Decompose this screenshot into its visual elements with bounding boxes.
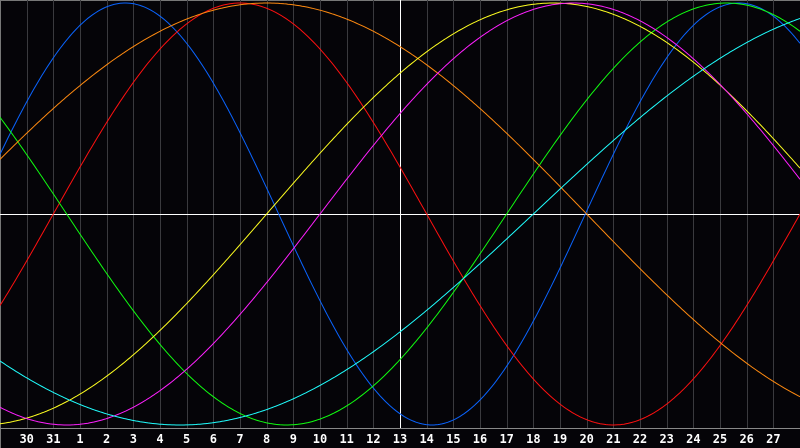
x-tick-label: 1 [76, 432, 83, 446]
series-line-5 [0, 2, 800, 425]
x-tick-label: 11 [339, 432, 353, 446]
x-tick-label: 7 [236, 432, 243, 446]
x-tick-label: 4 [156, 432, 163, 446]
x-tick-label: 27 [766, 432, 780, 446]
series-line-7 [0, 18, 800, 426]
x-tick-label: 17 [499, 432, 513, 446]
series-line-3 [0, 2, 800, 426]
x-tick-label: 16 [473, 432, 487, 446]
series-line-4 [0, 2, 800, 398]
x-tick-label: 15 [446, 432, 460, 446]
x-tick-label: 5 [183, 432, 190, 446]
x-tick-label: 24 [686, 432, 700, 446]
x-tick-label: 31 [46, 432, 60, 446]
x-tick-label: 13 [393, 432, 407, 446]
series-line-6 [0, 2, 800, 426]
x-tick-label: 25 [713, 432, 727, 446]
x-tick-label: 30 [19, 432, 33, 446]
x-tick-label: 12 [366, 432, 380, 446]
x-tick-label: 22 [633, 432, 647, 446]
x-axis-ticks: 30 31 1 2 3 4 5 6 7 8 9 10 11 12 13 14 15 16 17 18 19 20 21 22 2… [19, 432, 780, 446]
x-tick-label: 18 [526, 432, 540, 446]
x-tick-label: 10 [313, 432, 327, 446]
x-tick-label: 3 [130, 432, 137, 446]
series-line-1 [0, 2, 800, 426]
x-tick-label: 14 [419, 432, 433, 446]
x-tick-label: 20 [579, 432, 593, 446]
x-tick-label: 9 [290, 432, 297, 446]
x-tick-label: 6 [210, 432, 217, 446]
series-line-2 [0, 2, 800, 426]
x-tick-label: 19 [553, 432, 567, 446]
x-tick-label: 8 [263, 432, 270, 446]
x-tick-label: 23 [659, 432, 673, 446]
x-tick-label: 26 [739, 432, 753, 446]
x-tick-label: 2 [103, 432, 110, 446]
series-lines [0, 2, 800, 426]
x-tick-label: 21 [606, 432, 620, 446]
